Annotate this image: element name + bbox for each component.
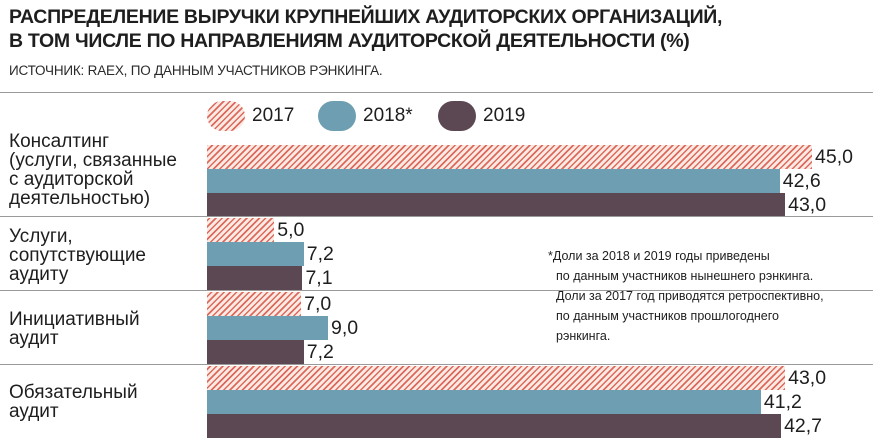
category-label: Обязательный аудит bbox=[9, 382, 138, 422]
bar-2019-1 bbox=[207, 193, 786, 217]
bar-2017-2 bbox=[207, 218, 275, 242]
legend-label: 2019 bbox=[483, 105, 526, 126]
bar-2017-3 bbox=[207, 292, 302, 316]
footnote-line-3: Доли за 2017 год приводятся ретроспектив… bbox=[556, 289, 824, 303]
source-note: ИСТОЧНИК: RAEX, ПО ДАННЫМ УЧАСТНИКОВ РЭН… bbox=[9, 63, 383, 78]
value-label: 5,0 bbox=[275, 219, 307, 241]
legend-label: 2017 bbox=[252, 105, 295, 126]
legend-label: 2018* bbox=[363, 105, 413, 126]
value-label: 7,1 bbox=[303, 267, 335, 289]
category-label: Услуги, сопутствующие аудиту bbox=[9, 226, 146, 285]
footnote-line-1: *Доли за 2018 и 2019 годы приведены bbox=[548, 249, 770, 263]
footnote-line-5: рэнкинга. bbox=[556, 329, 611, 343]
bar-2019-4 bbox=[207, 414, 782, 438]
bar-2017-1 bbox=[207, 145, 812, 169]
category-label: Инициативный аудит bbox=[9, 309, 140, 349]
header-divider bbox=[0, 92, 873, 93]
footnote: *Доли за 2018 и 2019 годы приведены по д… bbox=[548, 246, 868, 346]
chart-title-line-1: РАСПРЕДЕЛЕНИЕ ВЫРУЧКИ КРУПНЕЙШИХ АУДИТОР… bbox=[9, 6, 723, 28]
value-label: 7,2 bbox=[304, 243, 336, 265]
value-label: 43,0 bbox=[786, 194, 829, 216]
value-label: 9,0 bbox=[329, 317, 361, 339]
value-label: 41,2 bbox=[761, 391, 804, 413]
footnote-line-4: по данным участников прошлогоднего bbox=[556, 309, 779, 323]
bar-2018-2 bbox=[207, 242, 304, 266]
legend-swatch bbox=[318, 101, 356, 131]
bar-2019-2 bbox=[207, 266, 303, 290]
legend-swatch bbox=[207, 101, 245, 131]
value-label: 7,2 bbox=[304, 341, 336, 363]
group-divider bbox=[0, 290, 873, 291]
value-label: 42,7 bbox=[782, 415, 825, 437]
value-label: 42,6 bbox=[780, 170, 823, 192]
legend-swatch bbox=[438, 101, 476, 131]
chart-title: РАСПРЕДЕЛЕНИЕ ВЫРУЧКИ КРУПНЕЙШИХ АУДИТОР… bbox=[9, 5, 869, 53]
category-label: Консалтинг (услуги, связанные с аудиторс… bbox=[9, 131, 177, 209]
footnote-line-2: по данным участников нынешнего рэнкинга. bbox=[556, 269, 814, 283]
bar-2018-3 bbox=[207, 316, 328, 340]
bar-2017-4 bbox=[207, 366, 786, 390]
bar-2019-3 bbox=[207, 340, 304, 364]
chart-title-line-2: В ТОМ ЧИСЛЕ ПО НАПРАВЛЕНИЯМ АУДИТОРСКОЙ … bbox=[9, 30, 690, 52]
bar-2018-1 bbox=[207, 169, 780, 193]
value-label: 7,0 bbox=[302, 293, 334, 315]
bar-2018-4 bbox=[207, 390, 761, 414]
value-label: 43,0 bbox=[786, 367, 829, 389]
group-divider bbox=[0, 364, 873, 365]
group-divider bbox=[0, 216, 873, 217]
value-label: 45,0 bbox=[813, 146, 855, 168]
